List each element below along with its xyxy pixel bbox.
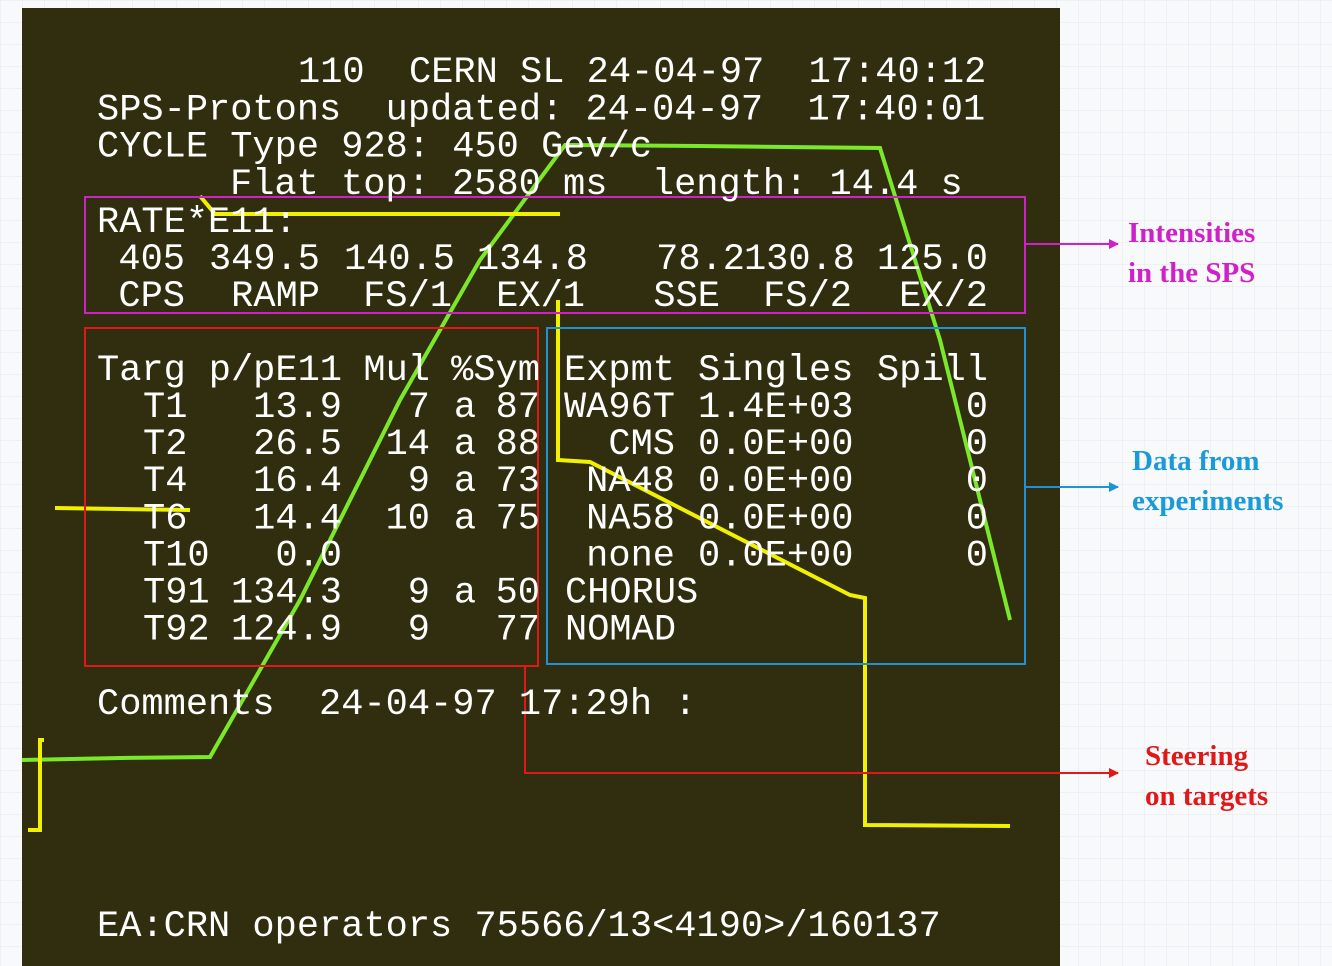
rate-value: 140.5: [344, 239, 455, 281]
target-cell: a: [454, 424, 476, 466]
target-cell: 9: [408, 610, 430, 652]
target-cell: 9: [408, 461, 430, 503]
header-line: CYCLE Type 928: 450 Gev/c: [97, 127, 652, 169]
experiment-cell: WA96T: [564, 387, 675, 429]
target-cell: T1: [143, 387, 187, 429]
target-cell: a: [454, 387, 476, 429]
page: {"screen": { "header": {"lines": ["110 C…: [0, 0, 1332, 966]
target-cell: T6: [143, 498, 187, 540]
column-header: Expmt: [564, 350, 675, 392]
footer: EA:CRN operators 75566/13<4190>/160137: [97, 906, 941, 948]
target-cell: a: [454, 461, 476, 503]
rate-label: CPS: [118, 276, 185, 318]
screenshot: 110 CERN SL 24-04-97 17:40:12SPS-Protons…: [0, 0, 1332, 966]
target-cell: 14: [386, 424, 430, 466]
experiment-cell: 0.0E+00: [698, 461, 853, 503]
experiment-cell: 0: [966, 498, 988, 540]
annotation: on targets: [1145, 780, 1268, 812]
target-cell: 134.3: [231, 573, 342, 615]
target-cell: a: [454, 573, 476, 615]
target-cell: 73: [496, 461, 540, 503]
target-cell: 13.9: [253, 387, 342, 429]
rate-label: EX/1: [496, 276, 585, 318]
header-line: SPS-Protons updated: 24-04-97 17:40:01: [97, 89, 985, 131]
experiment-cell: none: [586, 535, 675, 577]
annotation: Steering: [1145, 740, 1249, 772]
column-header: Spill: [877, 350, 988, 392]
experiment-cell: 1.4E+03: [698, 387, 853, 429]
column-header: %Sym: [451, 350, 540, 392]
column-header: p/pE11: [209, 350, 342, 392]
target-cell: 124.9: [231, 610, 342, 652]
target-cell: T2: [143, 424, 187, 466]
experiment-cell: 0.0E+00: [698, 535, 853, 577]
target-cell: 77: [496, 610, 540, 652]
rate-label: EX/2: [899, 276, 988, 318]
target-cell: T4: [143, 461, 187, 503]
experiment-cell: 0: [966, 535, 988, 577]
target-cell: 14.4: [253, 498, 342, 540]
header-line: 110 CERN SL 24-04-97 17:40:12: [298, 52, 986, 94]
experiment-cell: NA48: [586, 461, 675, 503]
column-header: Singles: [698, 350, 853, 392]
target-cell: 75: [496, 498, 540, 540]
target-cell: T10: [143, 535, 210, 577]
target-cell: 50: [496, 573, 540, 615]
column-header: Mul: [363, 350, 430, 392]
experiment-cell: 0: [966, 461, 988, 503]
target-cell: a: [454, 498, 476, 540]
annotation: in the SPS: [1128, 257, 1255, 289]
rate-label: FS/1: [363, 276, 452, 318]
target-cell: 88: [496, 424, 540, 466]
rate-value: 349.5: [209, 239, 320, 281]
rate-label: SSE: [653, 276, 720, 318]
experiment-cell: 0.0E+00: [698, 424, 853, 466]
experiment-cell: 0: [966, 387, 988, 429]
rate-value: 134.8: [477, 239, 588, 281]
experiment-cell: CMS: [608, 424, 675, 466]
experiment-cell: NOMAD: [565, 610, 676, 652]
target-cell: T91: [143, 573, 210, 615]
rate-title: RATE*E11:: [97, 202, 297, 244]
target-cell: 9: [408, 573, 430, 615]
target-cell: 16.4: [253, 461, 342, 503]
annotation: Intensities: [1128, 217, 1255, 249]
header-line: Flat top: 2580 ms length: 14.4 s: [230, 164, 963, 206]
target-cell: 10: [386, 498, 430, 540]
target-cell: 26.5: [253, 424, 342, 466]
target-cell: 7: [408, 387, 430, 429]
target-cell: T92: [143, 610, 210, 652]
experiment-cell: CHORUS: [565, 573, 698, 615]
column-header: Targ: [97, 350, 186, 392]
annotation: Data from: [1132, 445, 1260, 477]
experiment-cell: NA58: [586, 498, 675, 540]
rate-value: 405: [118, 239, 185, 281]
target-cell: 0.0: [275, 535, 342, 577]
experiment-cell: 0: [966, 424, 988, 466]
rate-value: 78.2: [656, 239, 745, 281]
comments: Comments 24-04-97 17:29h :: [97, 684, 697, 726]
experiment-cell: 0.0E+00: [698, 498, 853, 540]
rate-value: 125.0: [877, 239, 988, 281]
annotation: experiments: [1132, 485, 1283, 517]
rate-label: RAMP: [231, 276, 320, 318]
target-cell: 87: [496, 387, 540, 429]
rate-label: FS/2: [763, 276, 852, 318]
rate-value: 130.8: [744, 239, 855, 281]
